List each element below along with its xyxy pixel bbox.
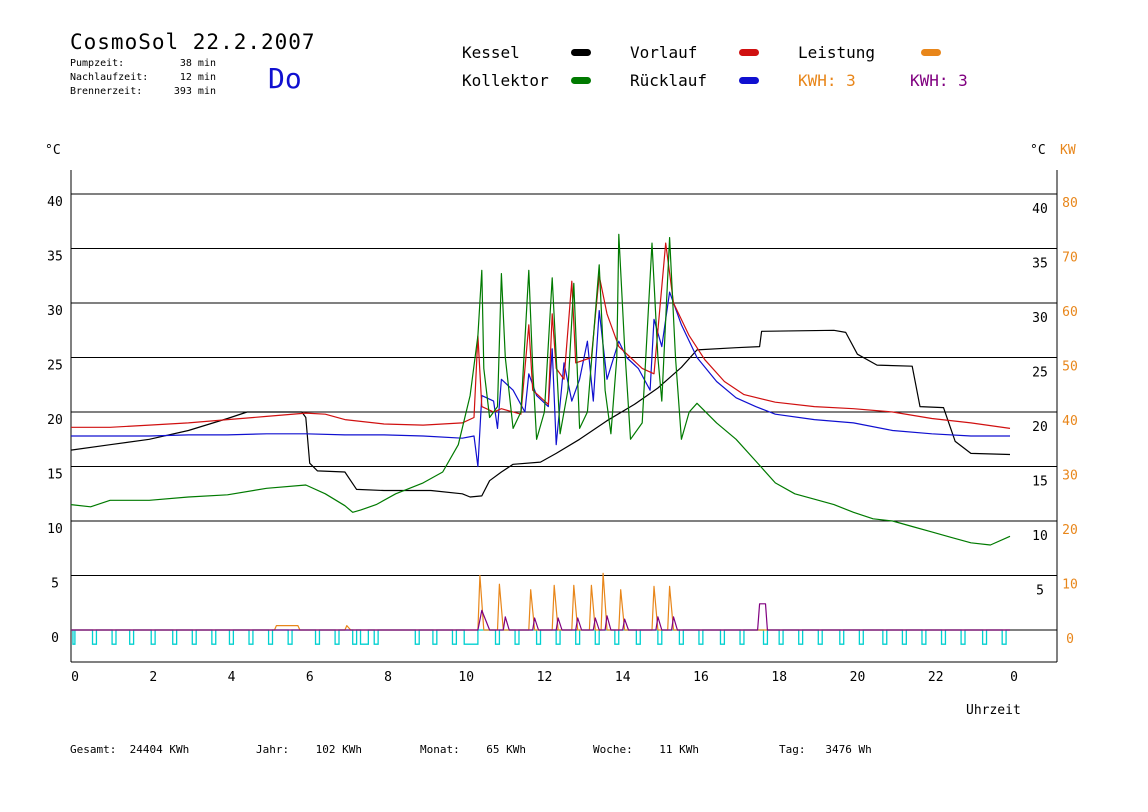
- footer-woche: Woche: 11 KWh: [593, 743, 699, 756]
- x-tick-label: 12: [537, 670, 553, 685]
- weekday-label: Do: [268, 62, 302, 95]
- legend-ruecklauf-swatch: [739, 77, 759, 84]
- series-kessel-line: [70, 329, 1011, 498]
- x-tick-label: 14: [615, 670, 631, 685]
- y2-tick-label: 70: [1062, 251, 1078, 266]
- footer-value: 3476 Wh: [825, 743, 872, 756]
- footer-tag: Tag: 3476 Wh: [779, 743, 872, 756]
- y2-tick-label: 80: [1062, 196, 1078, 211]
- legend-kessel-swatch: [571, 49, 591, 56]
- footer-label: Monat:: [420, 743, 460, 756]
- footer-value: 65 KWh: [486, 743, 526, 756]
- y-tick-label: 5: [51, 577, 59, 592]
- stat-pumpzeit: Pumpzeit: 38 min: [70, 57, 216, 71]
- y2-tick-label: 30: [1062, 469, 1078, 484]
- chart-axes: [70, 170, 1058, 663]
- y-right-tick-label: 10: [1032, 529, 1048, 544]
- series-kwh2-line: [71, 603, 1010, 631]
- y-right-tick-label: 25: [1032, 366, 1048, 381]
- footer-label: Gesamt:: [70, 743, 117, 756]
- x-tick-label: 16: [693, 670, 709, 685]
- tick-labels: 0510152025303540510152025303540010203040…: [47, 195, 1078, 685]
- y-axis-right-kw-unit: KW: [1060, 143, 1076, 158]
- y2-tick-label: 0: [1066, 632, 1074, 647]
- y-axis-right-unit: °C: [1030, 143, 1046, 158]
- x-tick-label: 2: [149, 670, 157, 685]
- x-tick-label: 4: [228, 670, 236, 685]
- stat-value: 38 min: [179, 58, 216, 69]
- y-tick-label: 0: [51, 631, 59, 646]
- series-pump-line: [71, 629, 1010, 645]
- y2-tick-label: 50: [1062, 360, 1078, 375]
- y-tick-label: 15: [47, 468, 63, 483]
- footer-value: 24404 KWh: [129, 743, 190, 756]
- x-tick-label: 22: [928, 670, 944, 685]
- y-right-tick-label: 5: [1036, 584, 1044, 599]
- legend-kessel-label: Kessel: [462, 43, 520, 62]
- y-tick-label: 40: [47, 195, 63, 210]
- footer-value: 11 KWh: [659, 743, 699, 756]
- stat-label: Brennerzeit:: [70, 86, 143, 97]
- x-tick-label: 8: [384, 670, 392, 685]
- y-tick-label: 20: [47, 413, 63, 428]
- y-right-tick-label: 35: [1032, 257, 1048, 272]
- footer-label: Jahr:: [256, 743, 290, 756]
- footer-value: 102 KWh: [315, 743, 362, 756]
- y-right-tick-label: 20: [1032, 420, 1048, 435]
- footer-gesamt: Gesamt: 24404 KWh: [70, 743, 189, 756]
- y2-tick-label: 10: [1062, 578, 1078, 593]
- y-tick-label: 30: [47, 304, 63, 319]
- y-tick-label: 10: [47, 522, 63, 537]
- x-tick-label: 0: [1010, 670, 1018, 685]
- y-right-tick-label: 30: [1032, 311, 1048, 326]
- x-tick-label: 10: [458, 670, 474, 685]
- series-ruecklauf-line: [71, 291, 1010, 468]
- legend-kwh-orange: KWH: 3: [798, 71, 856, 90]
- x-tick-label: 6: [306, 670, 314, 685]
- stat-value: 393 min: [173, 86, 216, 97]
- legend-kollektor-swatch: [571, 77, 591, 84]
- legend-leistung-label: Leistung: [798, 43, 876, 62]
- footer-monat: Monat: 65 KWh: [420, 743, 526, 756]
- x-tick-label: 18: [771, 670, 787, 685]
- footer-label: Woche:: [593, 743, 633, 756]
- y2-tick-label: 60: [1062, 305, 1078, 320]
- y-right-tick-label: 15: [1032, 475, 1048, 490]
- stat-label: Nachlaufzeit:: [70, 72, 149, 83]
- legend-ruecklauf-label: Rücklauf: [630, 71, 708, 90]
- series-leistung-line: [71, 572, 1010, 631]
- y-right-tick-label: 40: [1032, 202, 1048, 217]
- y-tick-label: 25: [47, 359, 63, 374]
- stat-value: 12 min: [179, 72, 216, 83]
- stat-brennerzeit: Brennerzeit: 393 min: [70, 85, 216, 99]
- x-tick-label: 0: [71, 670, 79, 685]
- footer-jahr: Jahr: 102 KWh: [256, 743, 362, 756]
- x-axis-label: Uhrzeit: [966, 703, 1021, 718]
- stat-label: Pumpzeit:: [70, 58, 125, 69]
- stat-nachlaufzeit: Nachlaufzeit: 12 min: [70, 71, 216, 85]
- series-vorlauf-line: [71, 242, 1011, 429]
- chart-series: [70, 233, 1011, 645]
- legend-kollektor-label: Kollektor: [462, 71, 549, 90]
- page-title: CosmoSol 22.2.2007: [70, 30, 316, 54]
- footer-label: Tag:: [779, 743, 806, 756]
- x-tick-label: 20: [850, 670, 866, 685]
- legend-kwh-purple: KWH: 3: [910, 71, 968, 90]
- legend-vorlauf-swatch: [739, 49, 759, 56]
- y2-tick-label: 40: [1062, 414, 1078, 429]
- y-axis-left-unit: °C: [45, 143, 61, 158]
- y2-tick-label: 20: [1062, 523, 1078, 538]
- series-kollektor-line: [70, 233, 1011, 546]
- legend-vorlauf-label: Vorlauf: [630, 43, 698, 62]
- y-tick-label: 35: [47, 250, 63, 265]
- legend-leistung-swatch: [921, 49, 941, 56]
